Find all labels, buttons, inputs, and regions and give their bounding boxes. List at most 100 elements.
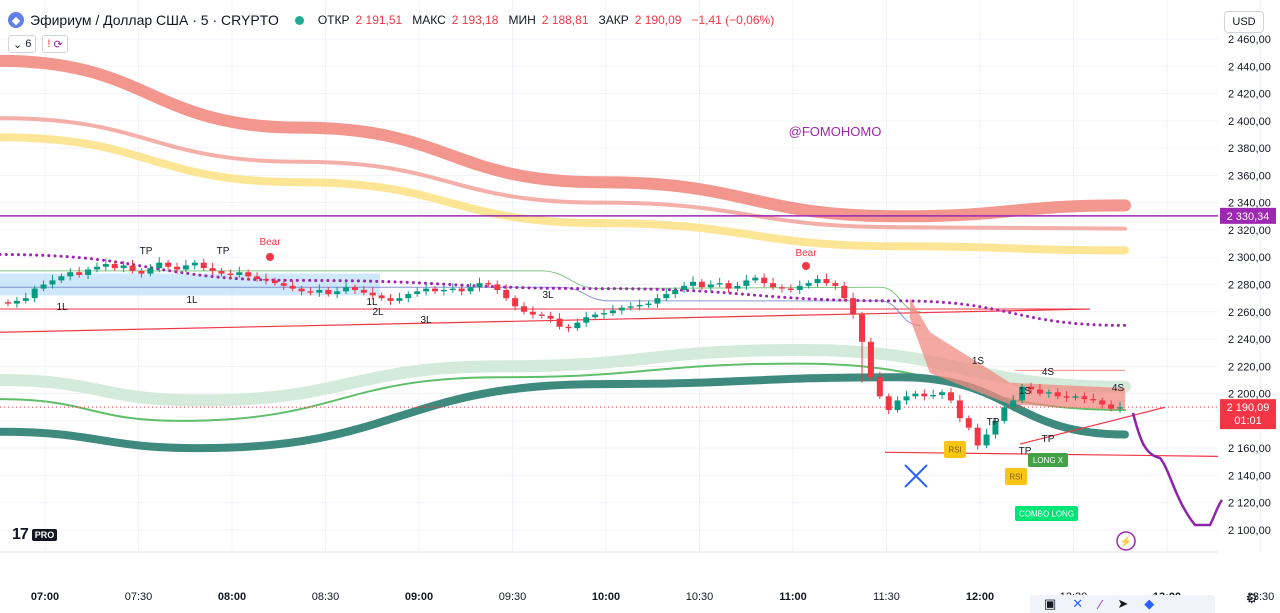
signal-label: Bear (795, 248, 817, 259)
candle-body (22, 298, 29, 301)
low-value: 2 188,81 (541, 13, 589, 27)
settings-icon[interactable]: ⚙ (1245, 590, 1258, 606)
bear-signal-dot (802, 262, 810, 270)
cube-icon[interactable]: ◆ (1144, 596, 1155, 611)
candle-body (191, 262, 198, 266)
y-tick-label: 2 460,00 (1228, 34, 1271, 46)
cross-icon[interactable]: ✕ (1072, 596, 1084, 611)
signal-label: TP (1019, 446, 1032, 457)
candle-body (529, 311, 536, 315)
price-tag-purple-text: 2 330,34 (1227, 211, 1270, 223)
candle-body (734, 285, 741, 289)
y-tick-label: 2 140,00 (1228, 470, 1271, 482)
candle-body (458, 288, 465, 292)
candle-body (432, 288, 439, 292)
long-x-badge: LONG X (1033, 456, 1064, 465)
alert-chip[interactable]: ! ⟳ (42, 35, 68, 53)
signal-label: Bear (259, 237, 281, 248)
candle-body (547, 315, 554, 319)
open-value: 2 191,51 (355, 13, 403, 27)
candle-body (325, 289, 332, 295)
candle-body (974, 427, 981, 446)
candle-body (307, 291, 314, 293)
send-icon[interactable]: ➤ (1117, 596, 1129, 611)
x-tick-label: 11:30 (873, 591, 900, 603)
candle-body (965, 418, 972, 428)
signal-label: 4S (1112, 383, 1125, 394)
candle-body (129, 265, 136, 271)
candle-body (592, 314, 599, 318)
signal-label: 3L (542, 290, 554, 301)
candle-body (520, 306, 527, 312)
combo-long-badge: COMBO LONG (1019, 510, 1074, 519)
candle-body (654, 298, 661, 304)
candle-body (5, 302, 11, 304)
candle-body (280, 283, 287, 286)
x-tick-label: 11:00 (779, 591, 807, 603)
rsi-badge-bg (1005, 468, 1027, 485)
signal-label: TP (140, 246, 153, 257)
magnet-icon[interactable]: ▣ (1044, 596, 1057, 611)
candle-body (930, 394, 937, 397)
candle-body (947, 392, 954, 401)
flash-glyph: ⚡ (1120, 535, 1132, 548)
candle-body (76, 272, 83, 275)
signal-label: 1L (366, 297, 378, 308)
candle-body (31, 288, 38, 299)
price-tag-countdown: 01:01 (1234, 415, 1262, 427)
x-tick-label: 09:00 (405, 591, 433, 603)
signal-label: TP (217, 246, 230, 257)
warning-icon: ! (47, 38, 51, 50)
indicators-toggle[interactable]: ⌄ 6 (8, 35, 37, 53)
y-tick-label: 2 360,00 (1228, 170, 1271, 182)
x-tick-label: 13:30 (1247, 591, 1275, 603)
candle-body (627, 306, 634, 308)
candle-body (245, 272, 252, 277)
channel-line-rising (1019, 406, 1166, 445)
open-label: ОТКР (317, 13, 350, 27)
candle-body (921, 393, 928, 397)
y-tick-label: 2 260,00 (1228, 307, 1271, 319)
candle-body (369, 292, 376, 296)
envelope-upper (0, 270, 921, 313)
symbol-title[interactable]: Эфириум / Доллар США · 5 · CRYPTO (30, 12, 279, 28)
signal-label: 1S (972, 356, 985, 367)
candle-body (1010, 400, 1017, 408)
candle-body (236, 272, 243, 275)
ethereum-icon: ◆ (8, 12, 24, 28)
candle-body (850, 298, 857, 315)
candle-body (111, 264, 118, 269)
currency-selector[interactable]: USD (1224, 11, 1264, 33)
rsi-badge: RSI (1009, 473, 1022, 482)
indicator-count: 6 (25, 38, 32, 50)
brush-icon[interactable]: ∕ (1099, 596, 1102, 612)
trend-line-red (0, 308, 1091, 333)
long-x-badge-bg (1028, 453, 1068, 467)
candle-body (49, 280, 56, 285)
cross-marker (904, 464, 928, 488)
candle-body (894, 400, 901, 410)
y-tick-label: 2 440,00 (1228, 61, 1271, 73)
candle-body (1045, 392, 1052, 394)
price-tag-purple (1220, 207, 1276, 224)
y-tick-label: 2 120,00 (1228, 498, 1271, 510)
candle-body (859, 314, 866, 342)
candle-body (912, 393, 919, 397)
candle-body (58, 276, 65, 281)
candle-body (396, 298, 403, 301)
candle-body (200, 262, 207, 269)
market-status-icon (294, 15, 304, 25)
signal-label: 3L (420, 315, 432, 326)
candle-body (983, 434, 990, 446)
candle-body (698, 281, 705, 288)
x-tick-label: 12:00 (966, 591, 994, 603)
x-tick-label: 07:00 (31, 591, 59, 603)
chevron-down-icon: ⌄ (13, 38, 26, 51)
candle-body (1001, 407, 1008, 421)
rsi-badge: RSI (948, 446, 961, 455)
x-tick-label: 08:00 (218, 591, 246, 603)
candle-body (805, 283, 812, 286)
candle-body (707, 284, 714, 288)
candle-body (574, 322, 581, 329)
